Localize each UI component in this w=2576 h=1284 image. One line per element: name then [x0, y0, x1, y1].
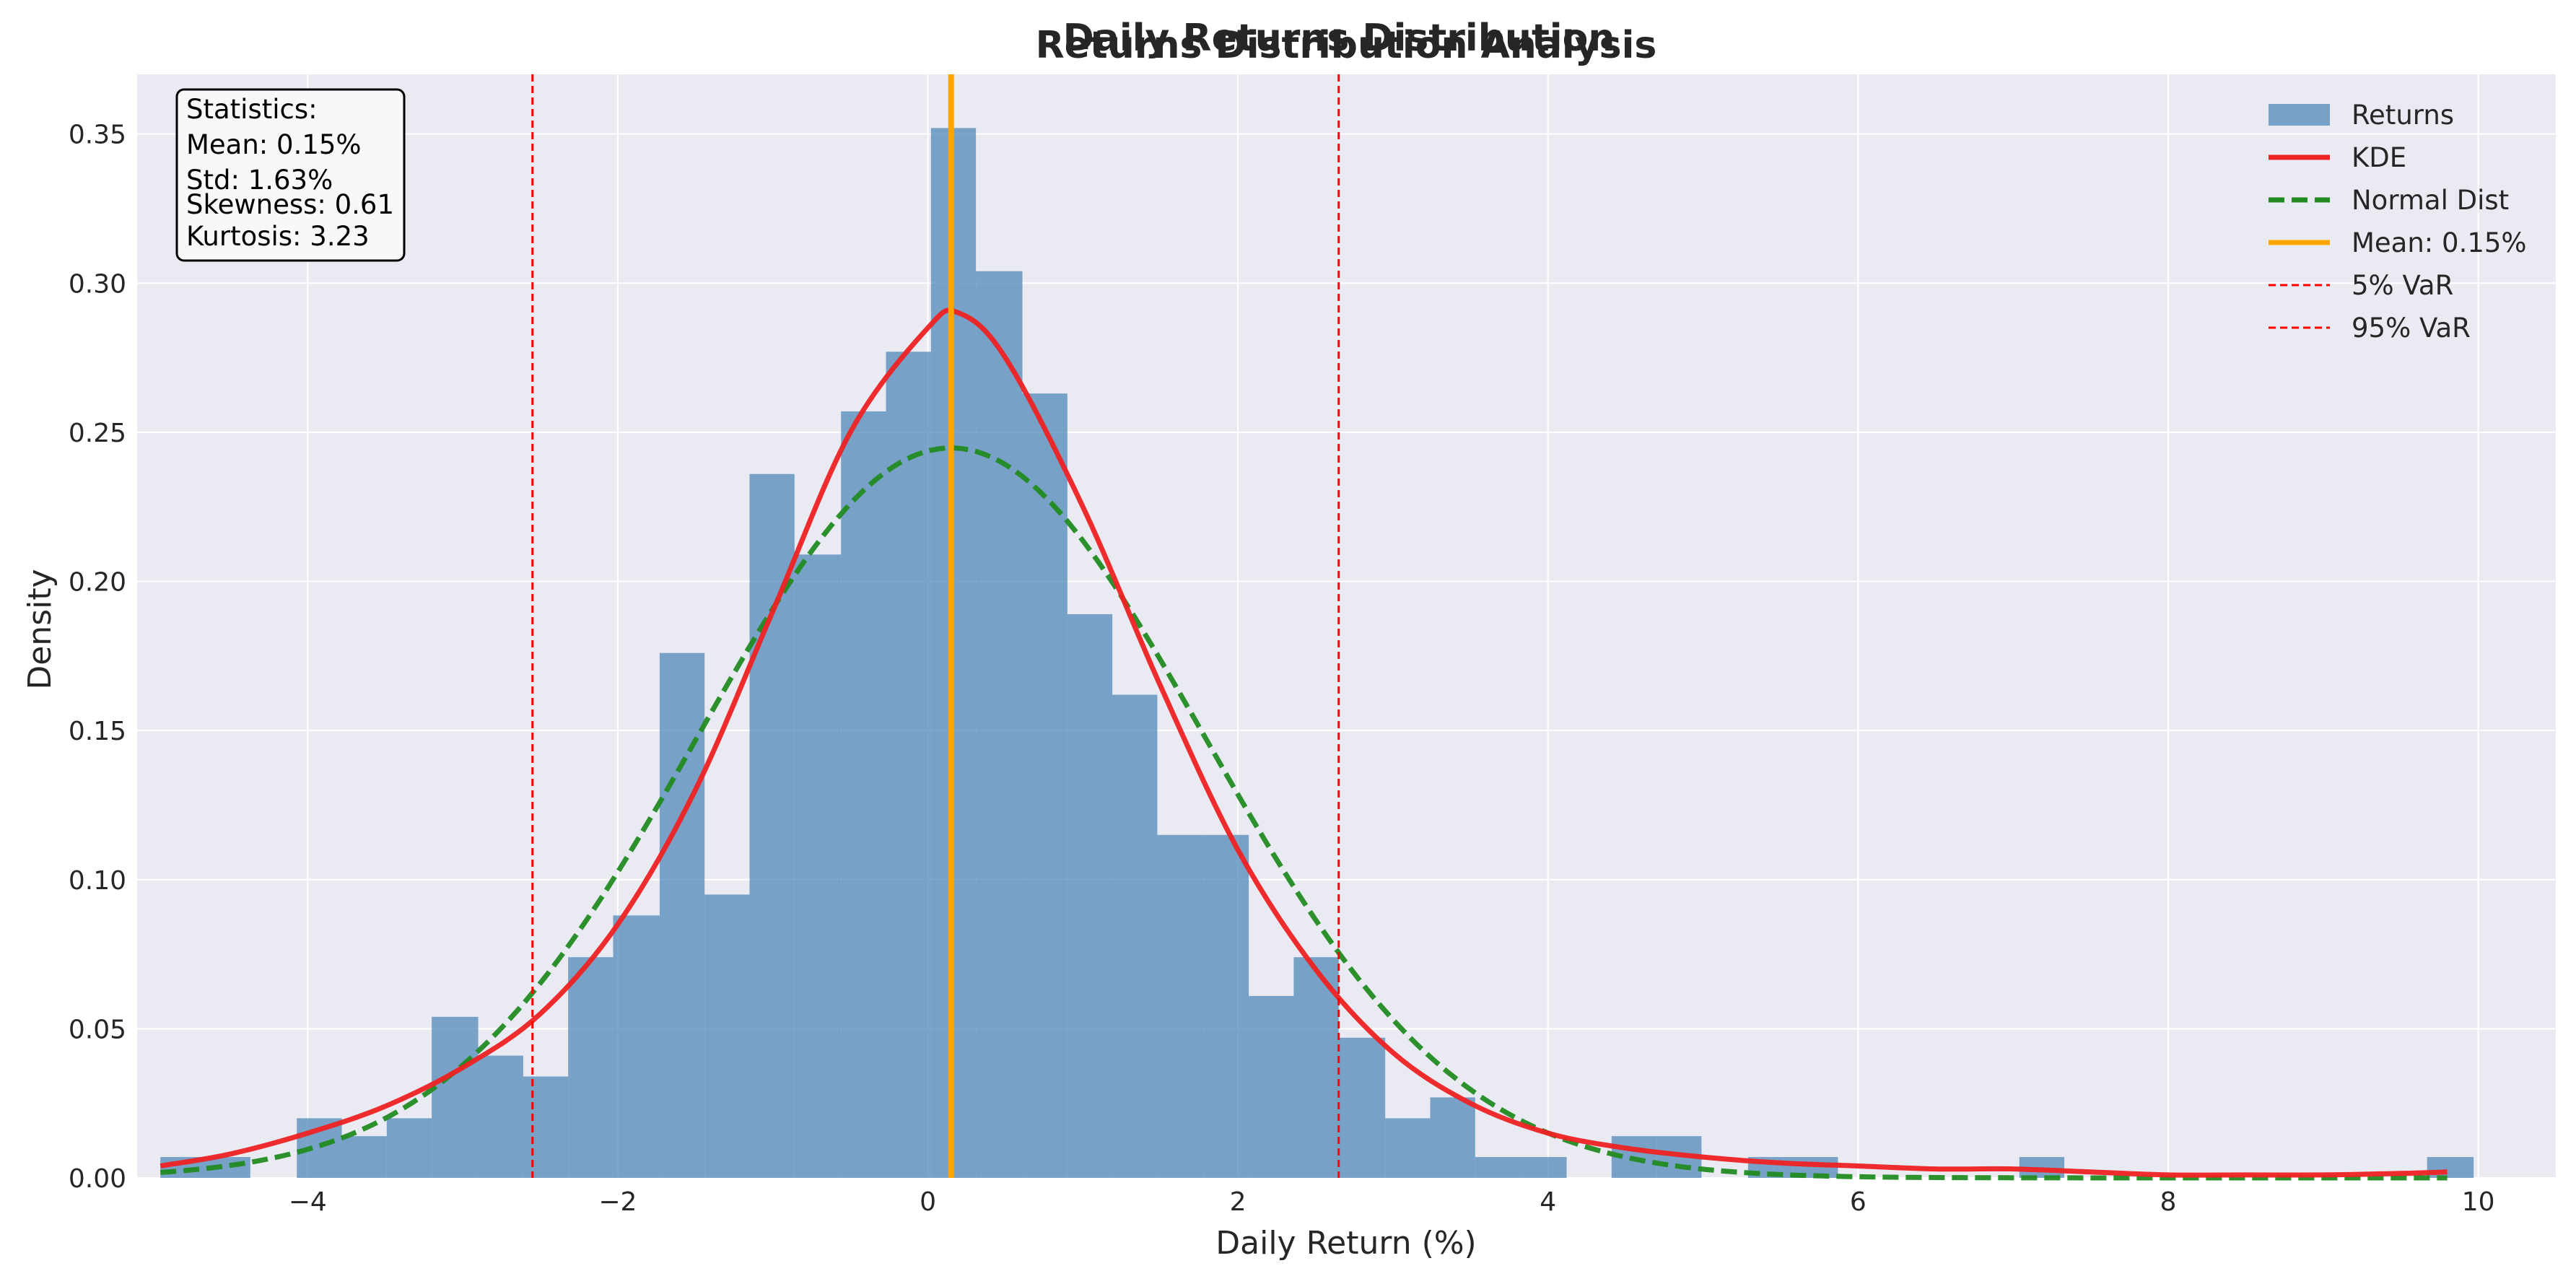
y-tick-label: 0.15 — [69, 717, 126, 746]
y-tick-label: 0.00 — [69, 1164, 126, 1194]
histogram-bar — [1157, 834, 1204, 1178]
histogram-bar — [1249, 995, 1294, 1178]
reference-lines-layer — [531, 74, 1340, 1178]
histogram-bar — [1475, 1157, 1521, 1178]
histogram-bar — [1293, 957, 1339, 1178]
histogram-bar — [841, 411, 886, 1178]
x-tick-label: 0 — [920, 1187, 936, 1217]
legend-label: 95% VaR — [2352, 313, 2471, 344]
plot-background — [137, 74, 2556, 1178]
x-tick-label: −2 — [598, 1187, 637, 1217]
normal-dist-layer — [160, 445, 2448, 1181]
stats-box: Statistics: Mean: 0.15% Std: 1.63% Skewn… — [175, 88, 406, 262]
y-tick-labels: 0.00 0.05 0.10 0.15 0.20 0.25 0.30 0.35 — [69, 121, 126, 1194]
grid-layer — [137, 74, 2556, 1179]
y-axis-title: Density — [22, 569, 58, 689]
histogram-bar — [478, 1055, 523, 1178]
legend-swatch-returns — [2269, 104, 2330, 126]
kde-layer — [160, 307, 2448, 1178]
x-tick-labels: −4 −2 0 2 4 6 8 10 — [289, 1187, 2495, 1217]
histogram-bar — [1203, 834, 1249, 1178]
histogram-bar — [386, 1118, 432, 1178]
x-tick-label: −4 — [289, 1187, 327, 1217]
legend-label: KDE — [2352, 142, 2406, 173]
histogram-bar — [1520, 1157, 1567, 1178]
x-axis-title: Daily Return (%) — [1215, 1225, 1476, 1262]
y-tick-label: 0.25 — [69, 419, 126, 448]
chart-title: Returns Distribution Analysis — [1036, 24, 1657, 67]
y-tick-label: 0.35 — [69, 121, 126, 150]
x-tick-label: 8 — [2160, 1187, 2177, 1217]
histogram-bar — [568, 957, 614, 1178]
stats-box-frame — [175, 88, 406, 262]
stats-line: Std: 1.63% — [186, 165, 333, 196]
histogram-bar — [1022, 393, 1067, 1178]
legend-label: Normal Dist — [2352, 185, 2509, 216]
histogram-bars — [160, 128, 2474, 1179]
y-tick-label: 0.10 — [69, 866, 126, 896]
stats-line: Kurtosis: 3.23 — [186, 221, 370, 252]
histogram-bar — [659, 652, 705, 1178]
chart-suptitle: Daily Returns Distribution — [1063, 17, 1615, 60]
legend-label: 5% VaR — [2352, 270, 2453, 301]
x-tick-label: 6 — [1850, 1187, 1866, 1217]
normal-dist-curve — [160, 445, 2448, 1181]
histogram-bar — [1067, 613, 1113, 1178]
histogram-bar — [976, 271, 1023, 1179]
y-tick-label: 0.20 — [69, 568, 126, 598]
kde-curve — [160, 307, 2448, 1178]
histogram-bar — [1430, 1097, 1475, 1178]
histogram-bar — [523, 1076, 569, 1178]
histogram-bar — [794, 554, 842, 1178]
histogram-bar — [704, 894, 750, 1178]
histogram-bar — [1338, 1037, 1386, 1178]
histogram-bar — [1385, 1118, 1431, 1178]
histogram-bar — [432, 1016, 479, 1178]
legend: Returns KDE Normal Dist Mean: 0.15% 5% V… — [2269, 100, 2527, 344]
y-tick-label: 0.05 — [69, 1015, 126, 1044]
legend-label: Returns — [2352, 100, 2454, 131]
stats-line: Skewness: 0.61 — [186, 189, 394, 220]
histogram-bar — [613, 915, 660, 1178]
x-tick-label: 4 — [1540, 1187, 1556, 1217]
x-tick-label: 2 — [1230, 1187, 1246, 1217]
histogram-bar — [886, 351, 931, 1179]
histogram-bar — [341, 1136, 387, 1178]
x-tick-label: 10 — [2462, 1187, 2495, 1217]
stats-line: Mean: 0.15% — [186, 129, 362, 160]
histogram-bar — [749, 473, 795, 1178]
stats-line: Statistics: — [186, 94, 318, 125]
histogram-bar — [1112, 694, 1158, 1178]
legend-label: Mean: 0.15% — [2352, 227, 2527, 258]
y-tick-label: 0.30 — [69, 269, 126, 299]
